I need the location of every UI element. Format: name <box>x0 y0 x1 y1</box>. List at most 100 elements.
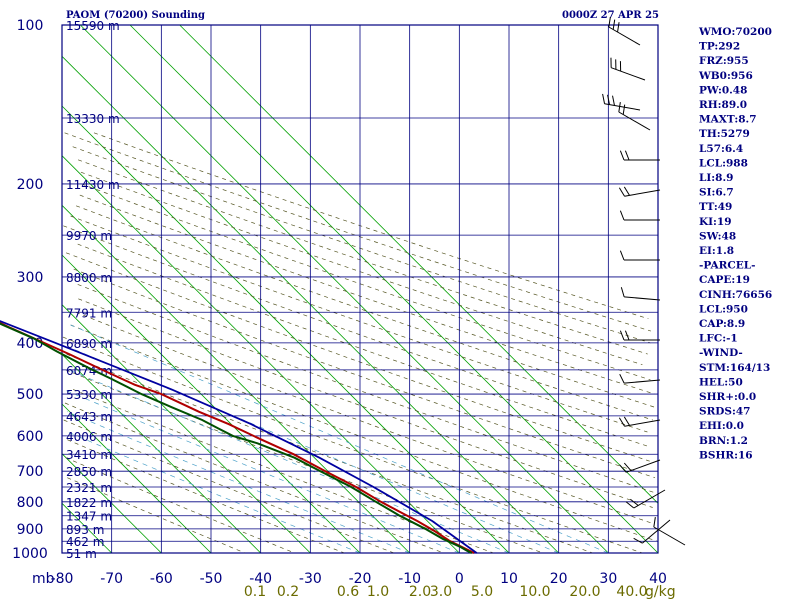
dry-adiabat <box>75 311 654 525</box>
temperature-tick-label: -40 <box>249 571 272 587</box>
mixing-ratio-label: 20.0 <box>569 584 600 600</box>
dry-adiabat <box>93 132 649 320</box>
height-label: 5330 m <box>66 388 112 402</box>
isotherm-line <box>179 24 659 504</box>
wind-barb <box>619 459 661 473</box>
series-dewpoint <box>0 322 473 554</box>
pressure-label: 500 <box>17 387 44 403</box>
index-value: TH:5279 <box>699 128 750 140</box>
mixing-ratio-label: 2.0 <box>409 584 431 600</box>
height-label: 3410 m <box>66 448 112 462</box>
index-value: HEL:50 <box>699 376 743 388</box>
mixing-ratio-label: 0.6 <box>337 584 359 600</box>
index-value: LCL:950 <box>699 303 748 315</box>
series-parcel <box>0 320 478 554</box>
pressure-label: 900 <box>17 522 44 538</box>
height-label: 2850 m <box>66 465 112 479</box>
wind-barb <box>619 330 660 341</box>
index-value: KI:19 <box>699 216 732 228</box>
pressure-label: 200 <box>17 177 44 193</box>
dry-adiabat <box>78 298 653 508</box>
dry-adiabat <box>66 353 593 554</box>
temperature-tick-label: -70 <box>100 571 123 587</box>
pressure-unit-label: mb <box>32 571 55 587</box>
index-value: CAPE:19 <box>699 274 750 286</box>
index-value: EHI:0.0 <box>699 420 744 432</box>
index-value: SRDS:47 <box>699 406 751 418</box>
index-value: MAXT:8.7 <box>699 114 757 126</box>
index-value: SI:6.7 <box>699 187 734 199</box>
temperature-tick-label: -80 <box>51 571 74 587</box>
dry-adiabat <box>65 457 295 554</box>
index-value: WMO:70200 <box>698 26 772 38</box>
dry-adiabat <box>72 146 651 344</box>
dry-adiabat <box>73 268 656 479</box>
height-label: 1822 m <box>66 496 112 510</box>
wind-barb <box>619 373 661 384</box>
index-value: BSHR:16 <box>699 449 753 461</box>
wind-barb <box>619 210 660 221</box>
dry-adiabat <box>80 171 643 366</box>
height-label: 4643 m <box>66 410 112 424</box>
index-value: SHR+:0.0 <box>699 391 756 403</box>
mixing-ratio-label: 5.0 <box>471 584 493 600</box>
isotherm-line <box>61 105 510 554</box>
wind-barb <box>618 186 661 197</box>
height-label: 893 m <box>66 523 104 537</box>
temperature-tick-label: -60 <box>150 571 173 587</box>
mixing-unit-label: g/kg <box>645 584 676 600</box>
moist-adiabat <box>66 411 410 554</box>
index-value: EI:1.8 <box>699 245 734 257</box>
height-label: 15590 m <box>66 19 120 33</box>
dry-adiabat <box>64 402 444 554</box>
index-value: -WIND- <box>699 347 743 359</box>
dry-adiabat <box>62 336 643 554</box>
isotherm-line <box>80 24 609 554</box>
mixing-ratio-label: 1.0 <box>367 584 389 600</box>
index-value: LCL:988 <box>699 157 748 169</box>
dry-adiabat <box>79 194 655 395</box>
wind-barb <box>620 287 661 301</box>
temperature-tick-label: 20 <box>550 571 568 587</box>
datetime-label: 0000Z 27 APR 25 <box>562 10 659 21</box>
dry-adiabat <box>70 324 658 542</box>
moist-adiabat <box>70 324 609 554</box>
wind-barb <box>602 93 641 111</box>
height-label: 462 m <box>66 535 104 549</box>
wind-barb <box>618 416 661 427</box>
index-value: BRN:1.2 <box>699 435 748 447</box>
index-value: PW:0.48 <box>699 84 747 96</box>
pressure-label: 1000 <box>12 546 48 562</box>
index-value: CAP:8.9 <box>699 318 745 330</box>
temperature-tick-label: 30 <box>599 571 617 587</box>
height-label: 51 m <box>66 547 97 561</box>
wind-barb <box>619 250 660 261</box>
index-value: SW:48 <box>699 230 736 242</box>
station-title: PAOM (70200) Sounding <box>66 10 206 21</box>
temperature-tick-label: -30 <box>299 571 322 587</box>
wind-barb <box>653 517 686 546</box>
index-value: TP:292 <box>699 41 740 53</box>
index-value: CINH:76656 <box>699 289 772 301</box>
wind-barb <box>625 489 666 509</box>
dry-adiabat <box>75 205 656 408</box>
dry-adiabat <box>70 215 653 421</box>
index-value: LFC:-1 <box>699 333 738 345</box>
temperature-tick-label: -10 <box>398 571 421 587</box>
dry-adiabat <box>81 183 651 381</box>
wind-barb <box>619 150 660 161</box>
temperature-tick-label: 0 <box>455 571 464 587</box>
pressure-label: 700 <box>17 464 44 480</box>
height-label: 4006 m <box>66 430 112 444</box>
height-label: 7791 m <box>66 306 112 320</box>
dry-adiabat <box>77 243 651 448</box>
mixing-ratio-label: 10.0 <box>519 584 550 600</box>
index-value: -PARCEL- <box>699 260 755 272</box>
height-label: 1347 m <box>66 510 112 524</box>
dry-adiabat <box>77 284 657 494</box>
pressure-label: 800 <box>17 495 44 511</box>
index-value: L57:6.4 <box>699 143 743 155</box>
temperature-tick-label: -20 <box>349 571 372 587</box>
dry-adiabat <box>63 419 395 554</box>
